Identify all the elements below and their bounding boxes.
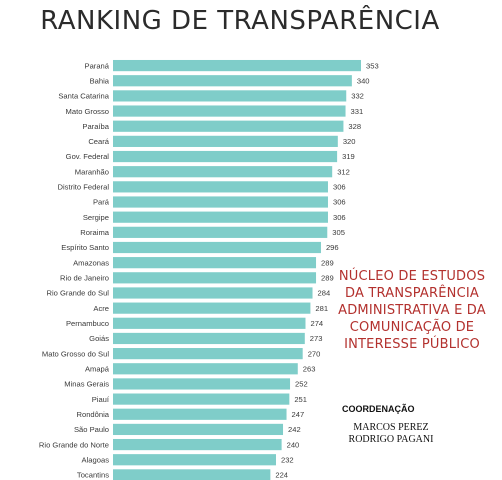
category-label: Pernambuco (66, 319, 109, 328)
bar (113, 348, 303, 360)
bar (113, 166, 333, 178)
org-line: INTERESSE PÚBLICO (344, 337, 480, 352)
category-label: Mato Grosso do Sul (42, 349, 109, 358)
value-label: 306 (333, 198, 346, 207)
bar (113, 105, 346, 117)
organization-name: NÚCLEO DE ESTUDOS DA TRANSPARÊNCIA ADMIN… (328, 268, 496, 353)
value-label: 332 (351, 92, 364, 101)
value-label: 252 (295, 380, 308, 389)
value-label: 284 (318, 289, 331, 298)
chart-title: RANKING DE TRANSPARÊNCIA (40, 6, 440, 36)
bar (113, 181, 328, 193)
category-label: Sergipe (83, 213, 109, 222)
category-label: Goiás (89, 334, 109, 343)
value-label: 263 (303, 364, 316, 373)
bar (113, 378, 291, 390)
category-label: Ceará (88, 137, 109, 146)
bar (113, 469, 271, 480)
bar (113, 302, 311, 314)
bar (113, 317, 306, 329)
category-label: Rio Grande do Sul (47, 289, 110, 298)
bar (113, 423, 284, 436)
value-label: 251 (294, 395, 307, 404)
coordinator-name: MARCOS PEREZ (353, 422, 429, 433)
category-label: Amazonas (73, 258, 109, 267)
category-label: Acre (93, 304, 109, 313)
bar (113, 211, 328, 223)
category-label: Roraima (80, 228, 109, 237)
category-label: Minas Gerais (64, 380, 109, 389)
bar (113, 257, 317, 269)
value-label: 232 (281, 455, 294, 464)
value-label: 306 (333, 213, 346, 222)
org-line: ADMINISTRATIVA E DA (338, 303, 486, 318)
value-label: 340 (357, 76, 370, 85)
category-label: Bahia (90, 76, 110, 85)
bar (113, 287, 313, 299)
value-label: 247 (292, 410, 305, 419)
value-label: 240 (287, 440, 300, 449)
value-label: 320 (343, 137, 356, 146)
coordination-names: MARCOS PEREZ RODRIGO PAGANI (342, 422, 440, 446)
category-label: Tocantins (77, 471, 109, 480)
value-label: 306 (333, 183, 346, 192)
value-label: 270 (308, 349, 321, 358)
org-line: COMUNICAÇÃO DE (349, 320, 475, 335)
org-line: DA TRANSPARÊNCIA (345, 286, 479, 301)
bar (113, 120, 344, 132)
category-label: São Paulo (74, 425, 109, 434)
bar (113, 454, 276, 466)
value-label: 331 (351, 107, 364, 116)
category-label: Paraíba (82, 122, 109, 131)
category-label: Rio Grande do Norte (39, 440, 109, 449)
bar (113, 363, 298, 375)
value-label: 224 (275, 471, 288, 480)
value-label: 289 (321, 274, 334, 283)
org-line: NÚCLEO DE ESTUDOS (338, 269, 486, 284)
value-label: 296 (326, 243, 339, 252)
value-label: 274 (310, 319, 323, 328)
coordinator-name: RODRIGO PAGANI (348, 434, 434, 445)
bar (113, 90, 347, 102)
value-label: 328 (348, 122, 361, 131)
category-label: Paraná (85, 61, 110, 70)
value-label: 273 (310, 334, 323, 343)
bar (113, 272, 317, 284)
value-label: 289 (321, 258, 334, 267)
category-label: Distrito Federal (58, 183, 110, 192)
category-label: Rondônia (76, 410, 109, 419)
bar (113, 226, 328, 238)
value-label: 312 (337, 167, 350, 176)
category-label: Mato Grosso (66, 107, 109, 116)
bar (113, 135, 338, 147)
bar (113, 393, 290, 405)
bar (113, 150, 338, 163)
bar (113, 59, 361, 72)
category-label: Espírito Santo (61, 243, 109, 252)
value-label: 281 (315, 304, 328, 313)
category-label: Amapá (85, 364, 110, 373)
value-label: 353 (366, 61, 379, 70)
bar (113, 196, 328, 208)
value-label: 305 (332, 228, 345, 237)
bar (113, 438, 282, 451)
category-label: Pará (93, 198, 110, 207)
bar (113, 408, 287, 420)
bar (113, 75, 352, 87)
value-label: 242 (288, 425, 301, 434)
category-label: Maranhão (75, 167, 109, 176)
bar (113, 332, 305, 345)
category-label: Piauí (92, 395, 110, 404)
value-label: 319 (342, 152, 355, 161)
category-label: Santa Catarina (58, 92, 109, 101)
coordination-label: COORDENAÇÃO (342, 404, 415, 414)
bar (113, 241, 321, 254)
category-label: Alagoas (82, 455, 110, 464)
category-label: Rio de Janeiro (60, 274, 109, 283)
category-label: Gov. Federal (66, 152, 110, 161)
